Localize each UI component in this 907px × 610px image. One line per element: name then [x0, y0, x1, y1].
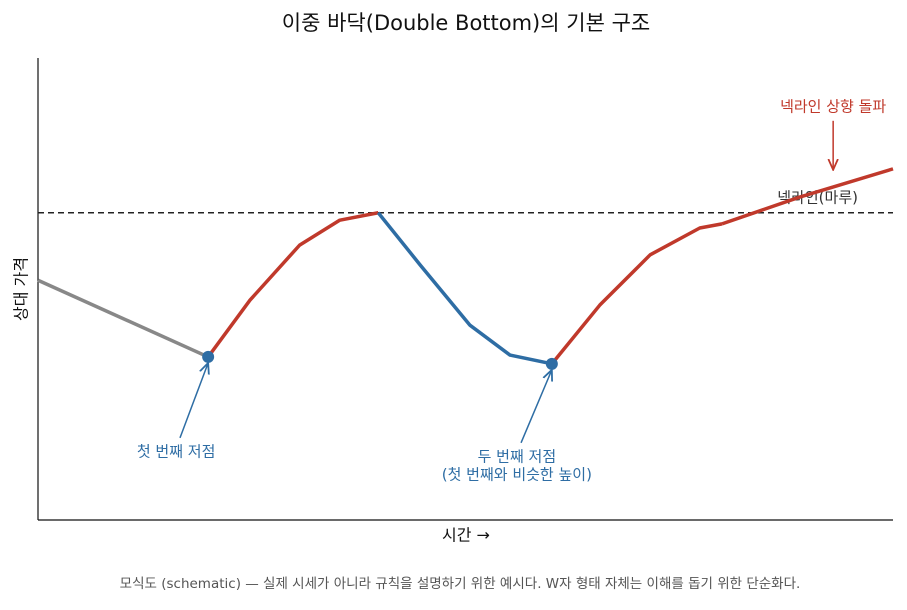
price-line	[37, 278, 209, 359]
price-line	[721, 167, 894, 226]
footnote: 모식도 (schematic) — 실제 시세가 아니라 규칙을 설명하기 위한…	[120, 576, 801, 592]
x-axis-label: 시간 →	[442, 526, 490, 545]
annotation-text: 첫 번째 저점	[137, 442, 216, 460]
low-point	[202, 350, 215, 363]
price-line	[376, 211, 553, 366]
annotation-text: 두 번째 저점	[478, 447, 557, 465]
price-line	[550, 222, 723, 365]
annotation-text: (첫 번째와 비슷한 높이)	[442, 465, 592, 483]
neckline-label: 넥라인(마루)	[777, 188, 858, 206]
price-line	[206, 211, 379, 358]
chart-title: 이중 바닥(Double Bottom)의 기본 구조	[282, 11, 650, 35]
annotation-text: 넥라인 상향 돌파	[780, 97, 886, 115]
annotation-arrow	[179, 363, 208, 439]
y-axis-label: 상대 가격	[12, 257, 31, 321]
annotation-arrow	[520, 370, 552, 444]
low-point	[545, 357, 558, 370]
